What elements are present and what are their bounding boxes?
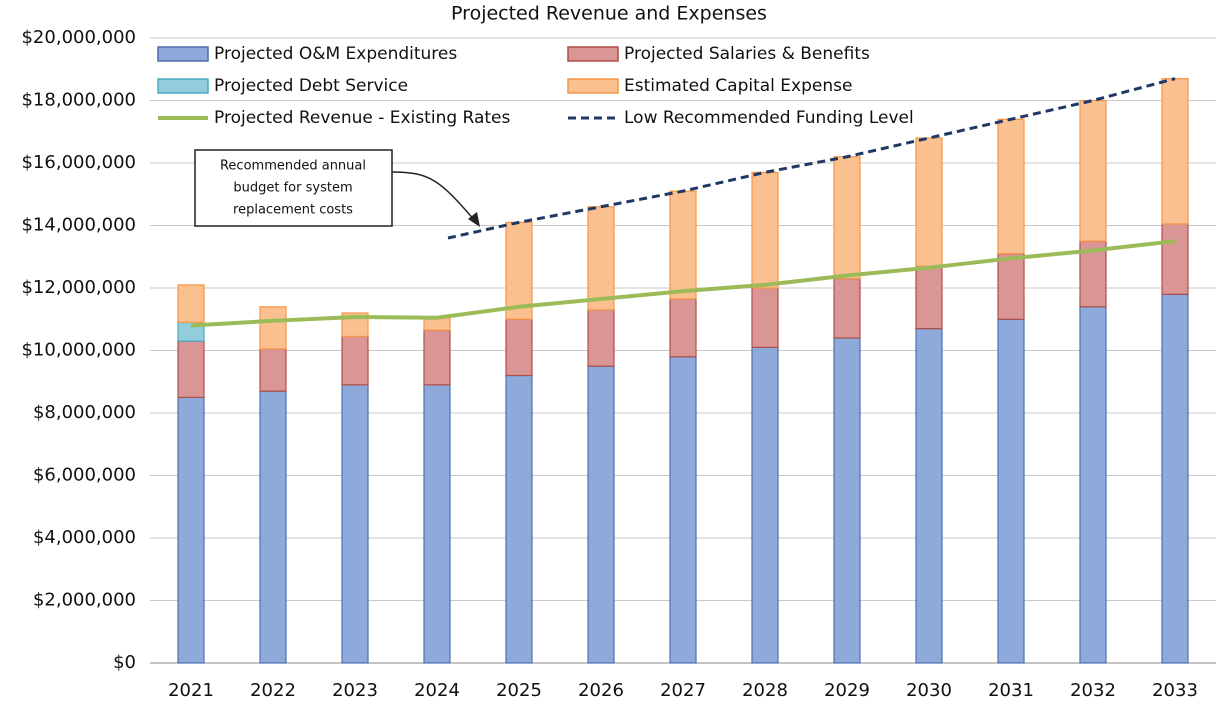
legend-swatch — [157, 78, 209, 94]
bar-segment — [259, 390, 287, 664]
bar-segment — [997, 118, 1025, 255]
bar-segment — [751, 346, 779, 664]
annotation-text: Recommended annual — [220, 159, 366, 174]
bar-segment — [177, 396, 205, 664]
legend-label: Projected Salaries & Benefits — [624, 44, 870, 64]
bar-segment — [341, 335, 369, 386]
bar-segment — [669, 298, 697, 358]
bar-segment — [915, 328, 943, 664]
y-tick-label: $6,000,000 — [33, 465, 136, 486]
bar-segment — [669, 356, 697, 664]
bar-segment — [587, 309, 615, 367]
chart-title: Projected Revenue and Expenses — [451, 3, 767, 25]
bar-segment — [669, 190, 697, 300]
bar-segment — [587, 206, 615, 311]
legend-label: Projected O&M Expenditures — [214, 44, 457, 64]
x-tick-label: 2021 — [168, 680, 214, 701]
x-tick-label: 2026 — [578, 680, 624, 701]
bar-segment — [423, 384, 451, 664]
bar-segment — [423, 329, 451, 386]
bar-segment — [587, 365, 615, 664]
bar-segment — [997, 253, 1025, 320]
legend-swatch — [567, 78, 619, 94]
y-tick-label: $18,000,000 — [21, 90, 136, 111]
bar-segment — [505, 318, 533, 377]
bar-segment — [1079, 99, 1107, 242]
y-tick-label: $8,000,000 — [33, 402, 136, 423]
x-tick-label: 2023 — [332, 680, 378, 701]
bar-segment — [833, 278, 861, 339]
legend-label: Estimated Capital Expense — [624, 76, 852, 96]
x-tick-label: 2031 — [988, 680, 1034, 701]
annotation-arrow — [391, 171, 477, 223]
annotation-arrowhead — [468, 212, 480, 227]
x-tick-label: 2025 — [496, 680, 542, 701]
x-tick-label: 2033 — [1152, 680, 1198, 701]
bar-segment — [1161, 223, 1189, 295]
bar-segment — [1161, 78, 1189, 225]
x-tick-label: 2028 — [742, 680, 788, 701]
bar-segment — [341, 384, 369, 664]
y-tick-label: $0 — [113, 652, 136, 673]
bar-segment — [915, 137, 943, 267]
legend-label: Projected Debt Service — [214, 76, 408, 96]
annotation-text: replacement costs — [233, 203, 353, 218]
bar-segment — [751, 171, 779, 289]
bar-segment — [259, 306, 287, 350]
annotation-text: budget for system — [233, 181, 352, 196]
y-tick-label: $14,000,000 — [21, 215, 136, 236]
bar-segment — [177, 284, 205, 323]
x-tick-label: 2030 — [906, 680, 952, 701]
legend-swatch — [567, 46, 619, 62]
x-tick-label: 2024 — [414, 680, 460, 701]
y-tick-label: $12,000,000 — [21, 277, 136, 298]
y-tick-label: $10,000,000 — [21, 340, 136, 361]
bar-segment — [1161, 293, 1189, 664]
bar-segment — [505, 374, 533, 664]
y-tick-label: $16,000,000 — [21, 152, 136, 173]
bar-segment — [915, 265, 943, 330]
bar-segment — [259, 348, 287, 392]
bar-segment — [997, 318, 1025, 664]
x-tick-label: 2032 — [1070, 680, 1116, 701]
x-tick-label: 2022 — [250, 680, 296, 701]
y-tick-label: $2,000,000 — [33, 590, 136, 611]
y-tick-label: $4,000,000 — [33, 527, 136, 548]
series-line — [190, 239, 1176, 328]
bar-segment — [1079, 306, 1107, 664]
bar-segment — [751, 287, 779, 348]
bar-segment — [833, 337, 861, 664]
bar-segment — [833, 156, 861, 280]
annotation-box — [194, 149, 393, 227]
x-tick-label: 2027 — [660, 680, 706, 701]
x-tick-label: 2029 — [824, 680, 870, 701]
bar-segment — [177, 340, 205, 398]
y-tick-label: $20,000,000 — [21, 27, 136, 48]
legend-label: Low Recommended Funding Level — [624, 108, 914, 128]
bar-segment — [505, 221, 533, 320]
series-line — [447, 77, 1176, 240]
legend-label: Projected Revenue - Existing Rates — [214, 108, 511, 128]
legend-swatch — [157, 46, 209, 62]
